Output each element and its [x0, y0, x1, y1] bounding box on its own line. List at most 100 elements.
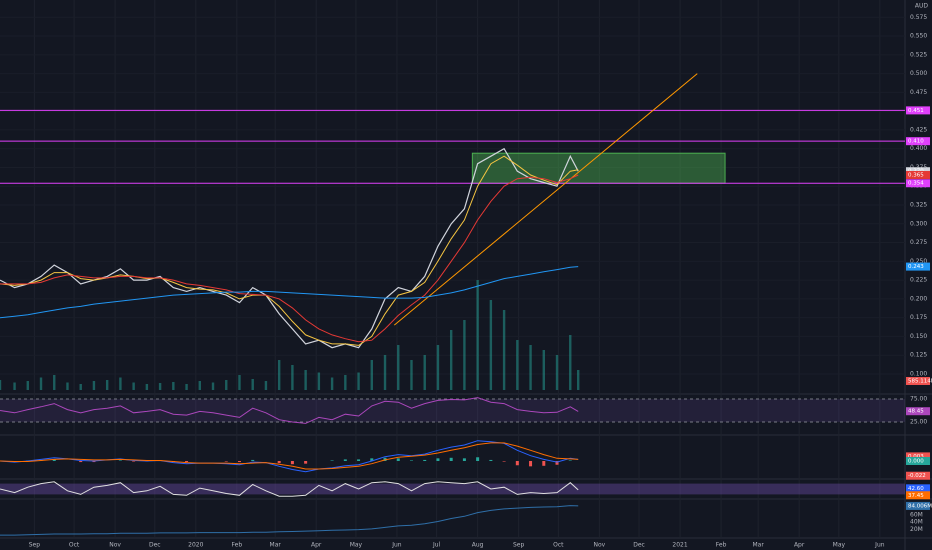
volume-bar: [158, 383, 162, 390]
x-tick-label: Jun: [874, 542, 885, 549]
volume-bar: [251, 379, 254, 390]
volume-bar: [423, 355, 426, 390]
price-line: [0, 266, 579, 319]
macd-histogram: [277, 461, 281, 464]
macd-histogram: [251, 459, 255, 461]
macd-histogram: [449, 457, 453, 461]
volume-bar: [370, 360, 373, 390]
volume-bar: [357, 372, 360, 390]
obv-line: [0, 505, 579, 536]
y-tick-label: 0.400: [910, 145, 927, 152]
y-tick-label: 0.125: [910, 352, 927, 359]
x-tick-label: Apr: [794, 542, 805, 549]
price-tag-label: 42.60: [908, 486, 924, 492]
macd-histogram: [304, 461, 308, 464]
y-tick-label: 0.275: [910, 239, 927, 246]
macd-histogram: [489, 459, 493, 461]
volume-bar: [304, 370, 307, 390]
x-tick-label: Sep: [29, 542, 41, 549]
x-tick-label: Mar: [270, 542, 282, 549]
x-tick-label: Mar: [752, 542, 764, 549]
price-tag: [906, 106, 930, 115]
x-tick-label: Sep: [513, 542, 525, 549]
volume-bar: [79, 384, 82, 390]
volume-bar: [476, 280, 479, 390]
volume-bar: [119, 377, 122, 390]
volume-bar: [569, 335, 572, 390]
price-tag: [906, 491, 930, 500]
volume-bar: [330, 377, 334, 390]
volume-bar: [576, 370, 580, 390]
price-line: [0, 174, 579, 343]
macd-histogram: [343, 459, 347, 461]
y-tick-label: 0.175: [910, 314, 927, 321]
macd-histogram: [568, 460, 572, 461]
macd-histogram: [224, 461, 228, 462]
macd-histogram: [79, 461, 83, 463]
volume-bar: [516, 340, 519, 390]
volume-bar: [0, 380, 2, 390]
y-tick-label: 0.500: [910, 70, 927, 77]
y-tick-label: 0.325: [910, 202, 927, 209]
macd-histogram: [290, 461, 294, 465]
price-tag-label: 0.365: [908, 172, 924, 178]
price-tag: [906, 179, 930, 188]
volume-bar: [410, 360, 413, 390]
macd-histogram: [185, 461, 189, 463]
macd-histogram: [237, 461, 241, 463]
volume-bar: [185, 384, 188, 390]
y-tick-label: 0.225: [910, 277, 927, 284]
price-tag-label: -0.022: [908, 473, 926, 479]
volume-bar: [542, 350, 545, 390]
macd-histogram: [529, 461, 533, 467]
trend-line: [393, 73, 698, 326]
obv-tick-label: 40M: [910, 519, 923, 526]
y-tick-label: 0.475: [910, 89, 927, 96]
price-tag-label: 0.243: [908, 264, 924, 270]
macd-histogram: [502, 461, 506, 462]
volume-bar: [26, 381, 29, 390]
x-tick-label: May: [350, 542, 363, 549]
volume-bar: [489, 300, 493, 390]
price-line: [0, 155, 579, 346]
volume-bar: [172, 382, 175, 390]
volume-bar: [277, 360, 281, 390]
volume-bar: [53, 375, 56, 390]
currency: AUD: [915, 3, 928, 10]
volume-bar: [105, 380, 109, 390]
x-tick-label: 2021: [672, 542, 687, 549]
volume-bar: [264, 381, 268, 390]
price-tag-label: 37.45: [908, 493, 924, 499]
price-tag: [906, 501, 930, 510]
price-tag: [906, 137, 930, 146]
y-tick-label: 0.150: [910, 333, 927, 340]
x-tick-label: May: [833, 542, 846, 549]
price-tag: [906, 377, 930, 385]
price-tag-label: 585.114M: [908, 379, 932, 385]
price-tag: [906, 262, 930, 271]
x-tick-label: Oct: [69, 542, 80, 549]
rsi-level-label: 75.00: [910, 396, 927, 403]
y-tick-label: 0.425: [910, 126, 927, 133]
volume-bar: [502, 310, 506, 390]
x-tick-label: Dec: [633, 542, 645, 549]
macd-histogram: [118, 460, 122, 461]
price-tag: [906, 170, 930, 179]
y-tick-label: 0.300: [910, 220, 927, 227]
x-tick-label: Feb: [716, 542, 727, 549]
price-tag-label: 0.000: [908, 459, 924, 465]
volume-bar: [529, 345, 532, 390]
volume-bar: [436, 345, 440, 390]
price-tag-label: 0.410: [908, 139, 924, 145]
volume-bar: [317, 372, 321, 390]
macd-histogram: [370, 458, 374, 461]
volume-bar: [344, 375, 347, 390]
price-tag: [906, 457, 930, 465]
macd-histogram: [462, 458, 466, 461]
macd-histogram: [409, 460, 413, 461]
volume-bar: [555, 355, 559, 390]
macd-histogram: [515, 461, 519, 466]
price-tag-label: 0.003: [908, 454, 924, 460]
